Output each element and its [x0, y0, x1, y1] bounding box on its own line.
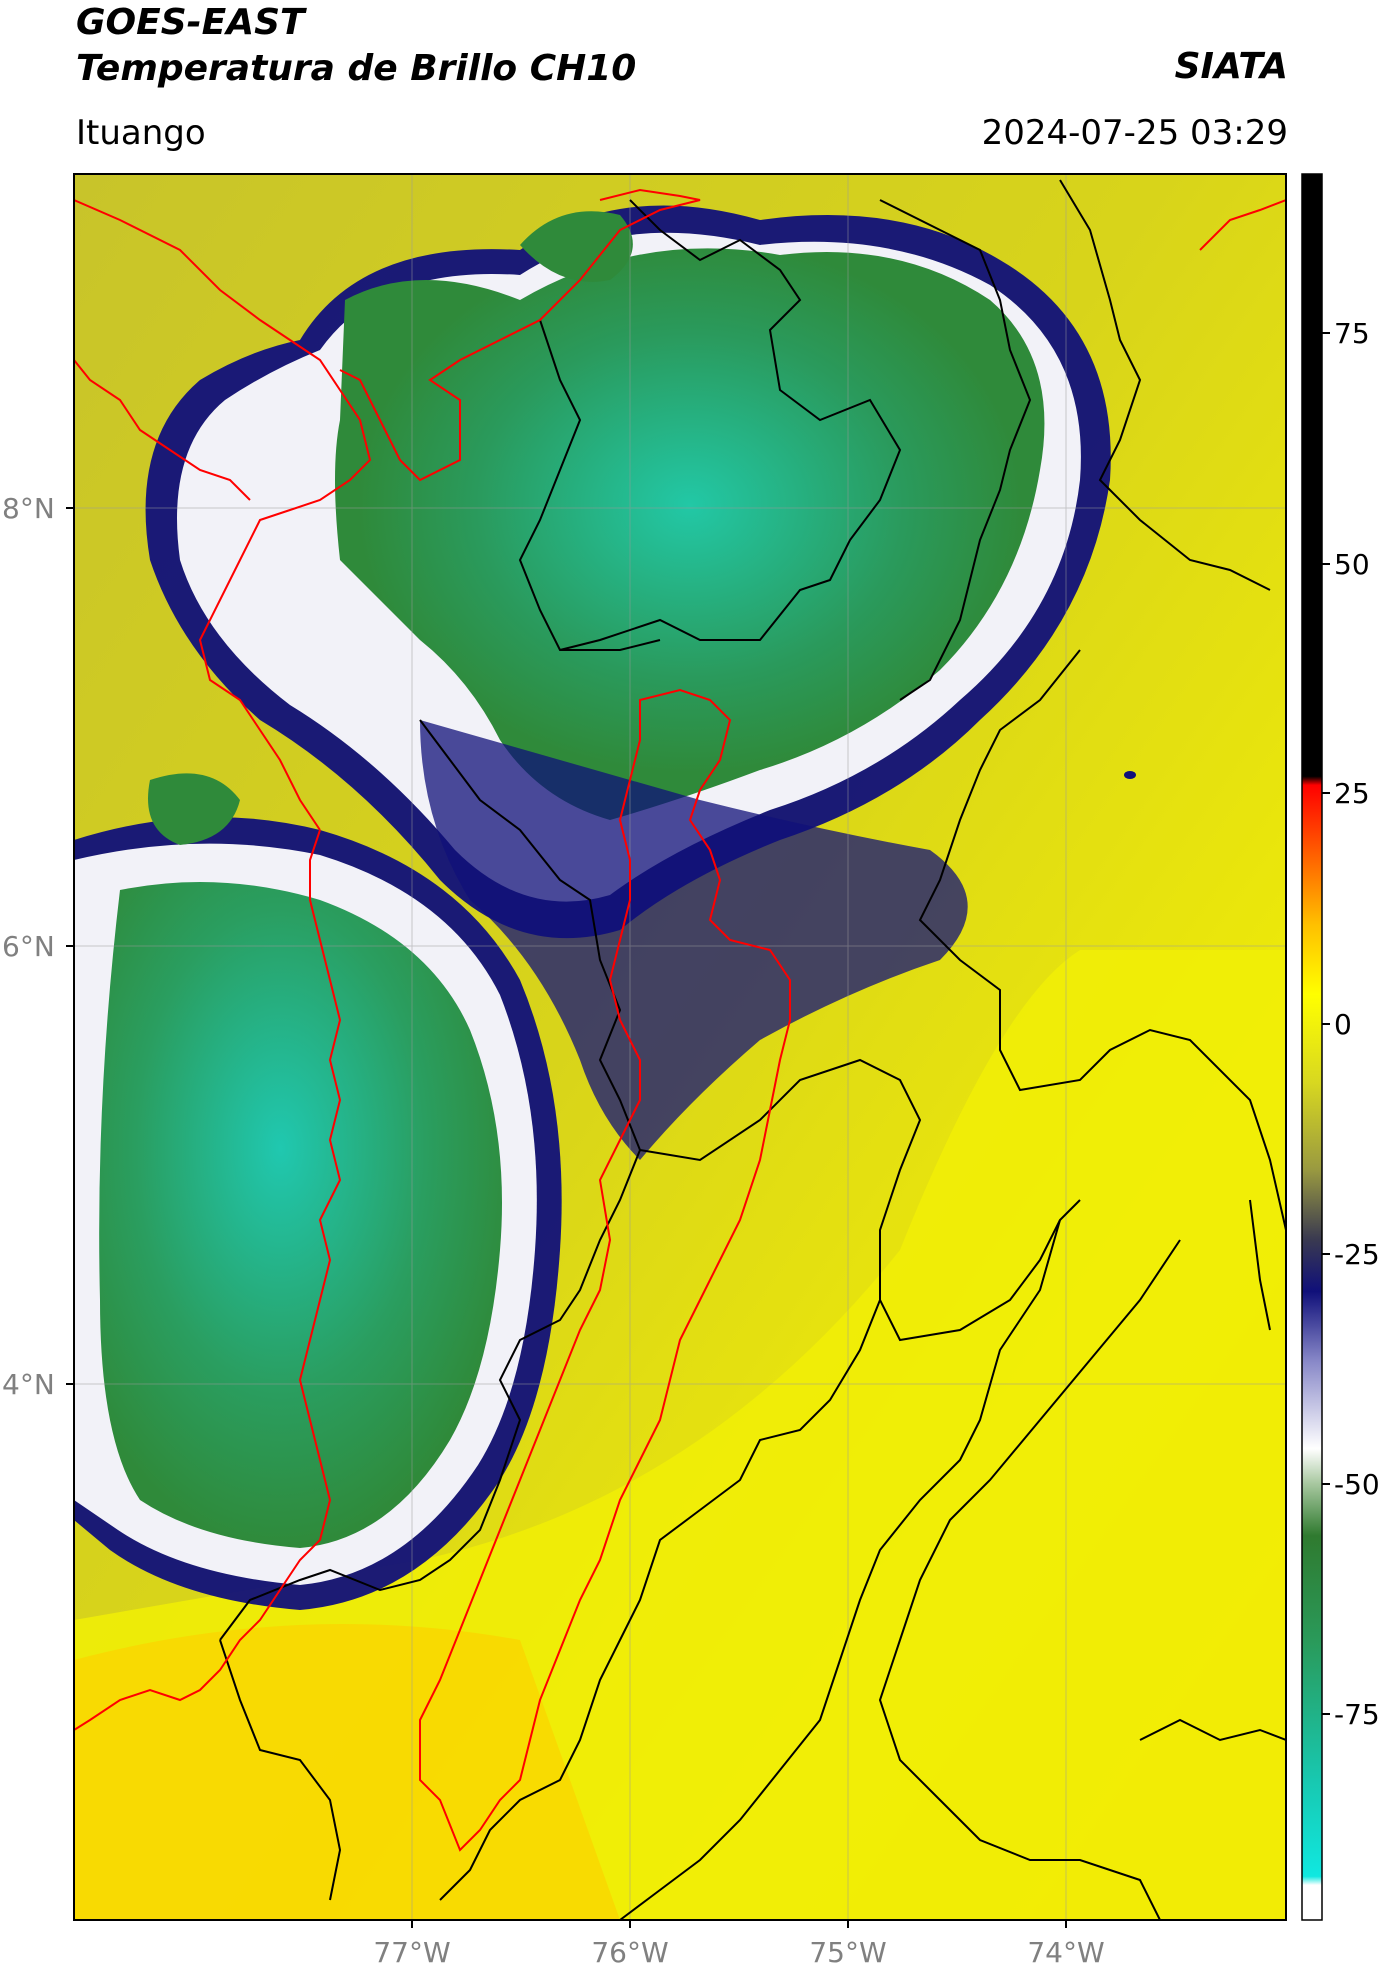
- border-tolima-valle: [439, 1299, 881, 1901]
- cb-label-75: 75: [1334, 317, 1370, 350]
- cloud-core-south: [99, 882, 503, 1548]
- warm-ocean-zone: [74, 1624, 620, 1920]
- border-antioquia: [419, 688, 791, 1852]
- squall-band: [420, 720, 968, 1160]
- lon-label-76: 76°W: [591, 1936, 668, 1969]
- lon-label-74: 74°W: [1027, 1936, 1104, 1969]
- title-block: GOES-EAST Temperatura de Brillo CH10: [76, 0, 636, 92]
- border-meta: [878, 1239, 1181, 1920]
- lat-label-6: 6°N: [2, 930, 55, 963]
- map-frame: [73, 173, 1287, 1921]
- lat-axis: 8°N 6°N 4°N: [2, 492, 74, 1401]
- cloud-cell-west: [148, 773, 240, 845]
- border-valle-cauca: [219, 1639, 342, 1901]
- border-santander: [918, 649, 1286, 1231]
- border-meta-east: [1139, 1718, 1286, 1742]
- colorbar: 75 50 25 0 -25 -50 -75: [1301, 173, 1380, 1921]
- lon-label-75: 75°W: [809, 1936, 886, 1969]
- cloud-core-north: [335, 248, 1045, 821]
- datetime-label: 2024-07-25 03:29: [981, 113, 1288, 153]
- cb-label-50: 50: [1334, 548, 1370, 581]
- border-cundinamarca: [619, 1219, 1061, 1920]
- coastline-north: [339, 188, 701, 482]
- lat-label-4: 4°N: [2, 1368, 55, 1401]
- cb-label-25: 25: [1334, 777, 1370, 810]
- product-title: Temperatura de Brillo CH10: [76, 48, 637, 89]
- coastline-caribbean-east: [1199, 199, 1286, 251]
- antioquia-and-coast-borders: [74, 188, 1286, 1852]
- border-cordoba: [559, 199, 902, 651]
- brand-label: SIATA: [1174, 46, 1288, 87]
- border-boyaca-east: [1249, 1199, 1271, 1331]
- satellite-title: GOES-EAST: [76, 2, 305, 43]
- location-label: Ituango: [76, 113, 206, 153]
- cb-label-minus25: -25: [1334, 1238, 1380, 1271]
- cb-label-minus50: -50: [1334, 1468, 1380, 1501]
- map-area: [74, 174, 1286, 1920]
- colorbar-ticks: [1322, 332, 1330, 1715]
- admin-borders: [219, 179, 1286, 1920]
- border-caldas: [639, 1058, 1081, 1342]
- small-convective-cell: [1124, 771, 1136, 779]
- lat-label-8: 8°N: [2, 492, 55, 525]
- border-sucre-bolivar: [879, 199, 1032, 701]
- graticule: [74, 174, 1286, 1920]
- border-cordoba-west: [518, 319, 661, 651]
- colorbar-scale: [1301, 173, 1323, 1921]
- cb-label-0: 0: [1334, 1008, 1352, 1041]
- coastline-pacific: [74, 829, 342, 1731]
- border-choco-antioquia: [219, 719, 642, 1641]
- lon-axis: 77°W 76°W 75°W 74°W: [373, 1920, 1105, 1969]
- lon-label-77: 77°W: [373, 1936, 450, 1969]
- cloud-cell-north-small: [520, 211, 633, 282]
- coastline-uraba: [74, 199, 372, 831]
- border-bolivar-east: [1059, 179, 1271, 591]
- coastline-panama: [74, 359, 251, 501]
- cb-label-minus75: -75: [1334, 1698, 1380, 1731]
